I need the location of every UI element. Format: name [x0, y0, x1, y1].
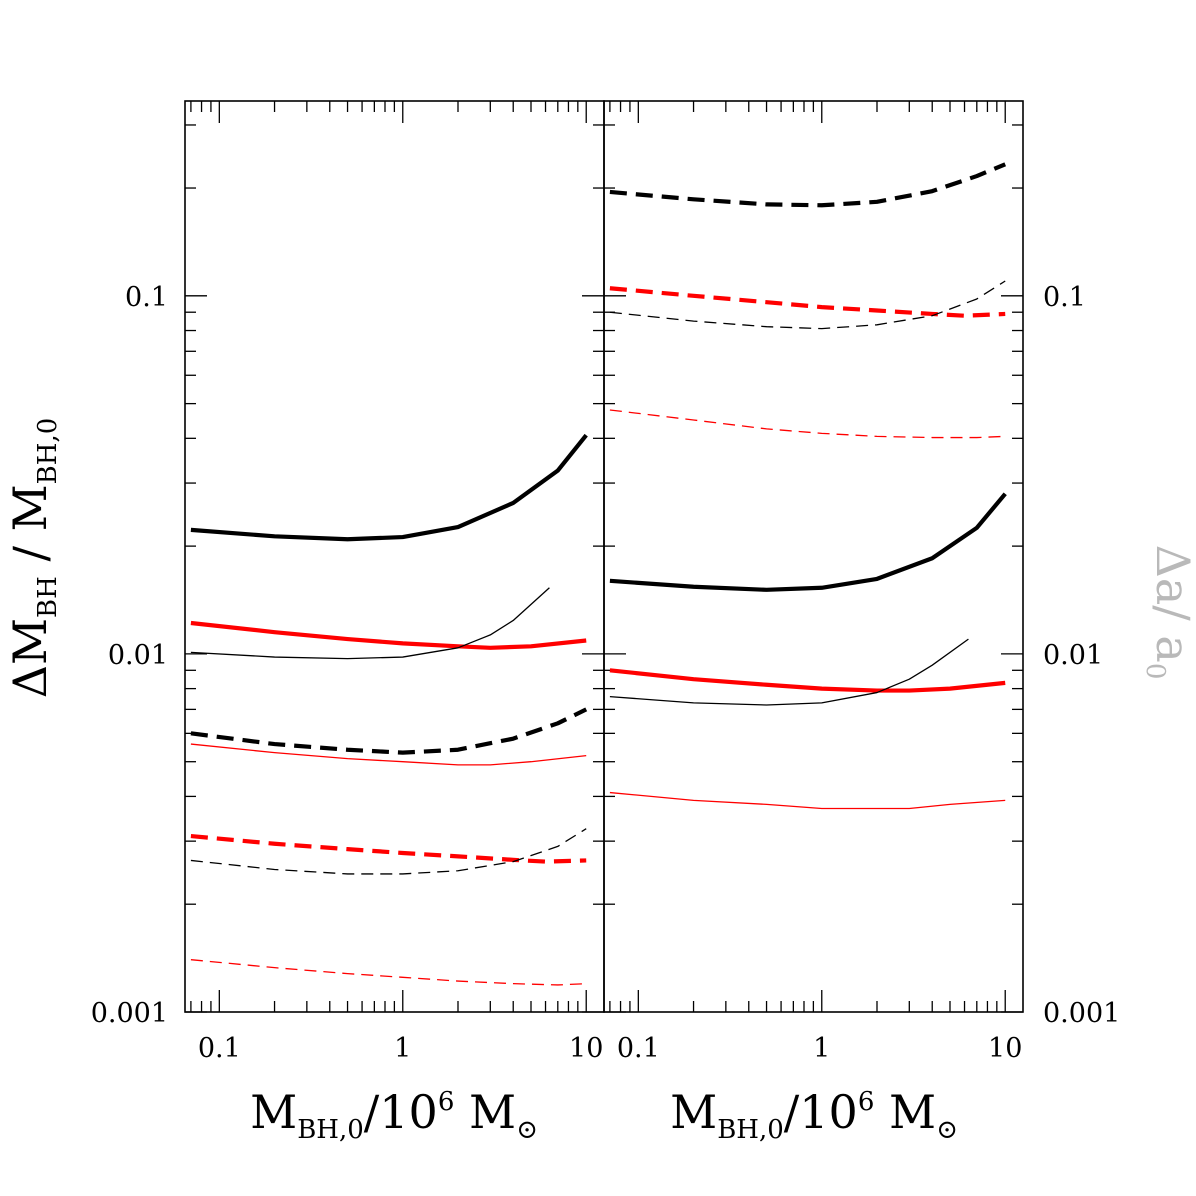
- series-black-thin-dashed: [190, 828, 587, 875]
- series-black-thin-solid: [609, 638, 969, 706]
- right-panel: 0.1 1 10 0.001 0.01 0.1: [603, 100, 1120, 1064]
- left-panel: 0.1 1 10 0.001 0.01 0.1: [91, 100, 605, 1064]
- x-tick-label: 1: [813, 1033, 830, 1064]
- series-black-thick-solid: [609, 492, 1007, 592]
- y-tick-label: 0.1: [1043, 282, 1086, 313]
- y-tick-label: 0.001: [91, 998, 168, 1029]
- series-red-thick-solid: [190, 620, 587, 650]
- series-black-thick-dashed: [609, 162, 1007, 208]
- y-tick-label: 0.001: [1043, 998, 1120, 1029]
- series-red-thin-solid: [609, 791, 1006, 810]
- series-black-thick-dashed: [190, 707, 588, 755]
- right-plot-frame: [603, 100, 1024, 1013]
- y-tick-label: 0.01: [108, 640, 168, 671]
- series-red-thin-dashed: [609, 409, 1006, 439]
- x-tick-label: 1: [394, 1033, 411, 1064]
- right-x-axis-label: MBH,0/106 M⊙: [670, 1085, 958, 1145]
- left-y-axis-label: ΔMBH / MBH,0: [3, 418, 63, 699]
- x-tick-label: 0.1: [617, 1033, 660, 1064]
- series-red-thin-solid: [190, 743, 587, 766]
- x-tick-label: 10: [569, 1033, 603, 1064]
- series-black-thin-dashed: [609, 280, 1006, 330]
- series-red-thick-dashed: [190, 833, 587, 864]
- left-x-axis-label: MBH,0/106 M⊙: [250, 1085, 538, 1145]
- left-plot-frame: [184, 100, 605, 1013]
- y-tick-label: 0.1: [125, 282, 168, 313]
- series-black-thick-solid: [190, 433, 588, 542]
- right-y-axis-label: Δa/ a0: [1140, 545, 1196, 680]
- x-tick-label: 10: [988, 1033, 1022, 1064]
- series-black-thin-solid: [190, 587, 550, 660]
- series-red-thick-dashed: [609, 286, 1006, 318]
- y-tick-label: 0.01: [1043, 640, 1103, 671]
- series-red-thick-solid: [609, 668, 1006, 693]
- x-tick-label: 0.1: [198, 1033, 241, 1064]
- series-red-thin-dashed: [190, 959, 587, 986]
